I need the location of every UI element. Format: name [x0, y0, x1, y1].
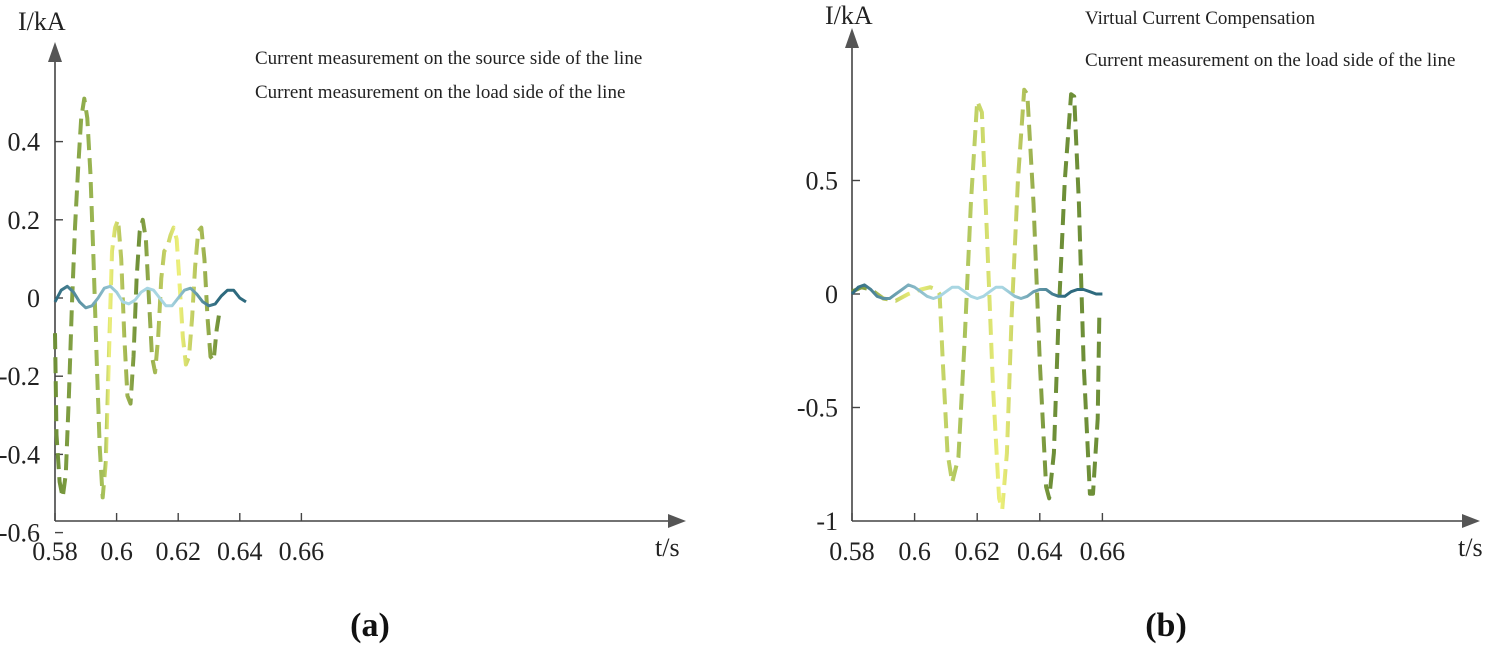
series-line-solid	[53, 284, 247, 310]
x-tick-label: 0.62	[954, 537, 1000, 566]
x-tick-label: 0.66	[1080, 537, 1126, 566]
y-tick-label: -0.5	[797, 394, 838, 423]
subfigure-caption: (a)	[350, 607, 390, 644]
y-tick-label: -0.6	[0, 519, 40, 548]
x-tick-label: 0.64	[217, 537, 263, 566]
legend-label: Current measurement on the load side of …	[1085, 50, 1455, 71]
y-axis-arrow-icon	[845, 28, 859, 48]
x-axis-label: t/s	[655, 533, 680, 562]
y-axis-label: I/kA	[825, 1, 873, 30]
chart-b: 0.58 0.6 0.62 0.64 0.66 0.5 0 -0.5 -1 I/kA t/s Virt…	[797, 1, 1483, 644]
x-axis-arrow-icon	[1462, 514, 1480, 528]
legend-label: Current measurement on the load side of …	[255, 82, 625, 103]
series-line-solid	[850, 283, 1103, 300]
subfigure-caption: (b)	[1145, 607, 1187, 644]
x-axis-arrow-icon	[668, 514, 686, 528]
y-tick-label: 0	[27, 284, 40, 313]
x-tick-label: 0.6	[898, 537, 931, 566]
x-tick-label: 0.6	[100, 537, 133, 566]
y-tick-label: 0.5	[806, 167, 839, 196]
legend-label: Virtual Current Compensation	[1085, 8, 1315, 29]
x-tick-label: 0.58	[32, 537, 78, 566]
y-tick-label: 0.2	[8, 206, 41, 235]
x-tick-label: 0.62	[155, 537, 201, 566]
series-line-dashed	[53, 96, 222, 500]
x-tick-label: 0.66	[279, 537, 325, 566]
chart-a: 0.58 0.6 0.62 0.64 0.66 0.4 0.2 0 -0.2 -0.4 -0.6 I/…	[0, 7, 686, 644]
y-tick-label: 0	[825, 280, 838, 309]
legend-label: Current measurement on the source side o…	[255, 48, 642, 69]
x-axis-label: t/s	[1458, 533, 1483, 562]
y-tick-label: -0.2	[0, 362, 40, 391]
y-axis-label: I/kA	[18, 7, 66, 36]
y-axis-arrow-icon	[48, 42, 62, 62]
y-tick-label: -0.4	[0, 440, 40, 469]
x-tick-label: 0.58	[829, 537, 875, 566]
y-tick-label: 0.4	[8, 128, 41, 157]
y-tick-label: -1	[816, 507, 838, 536]
x-tick-label: 0.64	[1017, 537, 1063, 566]
series-line-dashed	[851, 87, 1102, 512]
